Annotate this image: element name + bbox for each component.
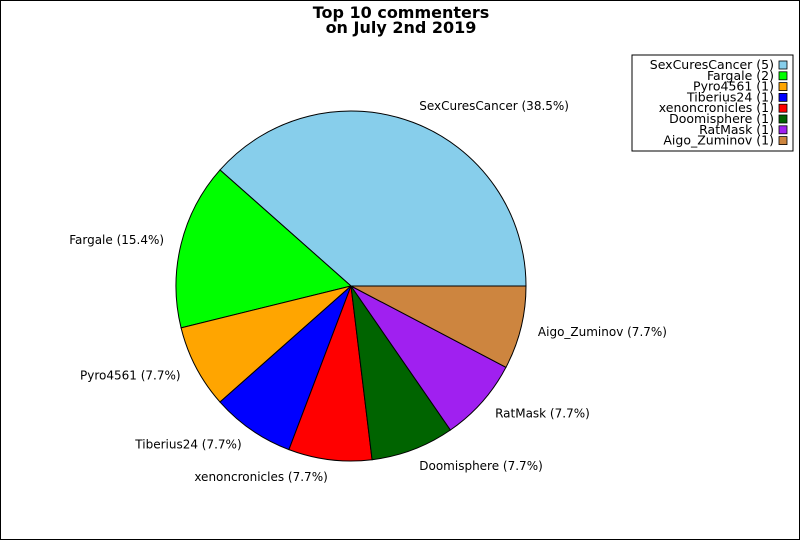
slice-label-tiberius24: Tiberius24 (7.7%) [134,437,241,451]
legend-swatch-ratmask [778,125,788,135]
pie-slice-sexcurescancer [219,110,527,287]
slice-label-aigo-zuminov: Aigo_Zuminov (7.7%) [538,325,667,339]
legend-label-aigo-zuminov: Aigo_Zuminov (1) [663,133,774,148]
legend-swatch-aigo-zuminov [778,136,788,146]
legend-box [631,54,794,152]
slice-label-xenoncronicles: xenoncronicles (7.7%) [194,470,327,484]
slice-label-fargale: Fargale (15.4%) [69,233,164,247]
slice-labels: SexCuresCancer (38.5%) Fargale (15.4%) Pyr… [69,99,667,484]
pie-slice-aigo-zuminov [350,285,527,369]
legend-label-pyro4561: Pyro4561 (1) [693,79,774,94]
legend-swatch-sexcurescancer [778,60,788,70]
chart-title-line-2: on July 2nd 2019 [326,18,477,37]
chart-title-line-1: Top 10 commenters [313,3,490,22]
legend-swatch-xenoncronicles [778,103,788,113]
legend-label-sexcurescancer: SexCuresCancer (5) [650,57,774,72]
legend-label-xenoncronicles: xenoncronicles (1) [659,100,774,115]
pie-slices [175,110,527,462]
legend-label-tiberius24: Tiberius24 (1) [686,89,774,104]
legend-swatch-tiberius24 [778,93,788,102]
slice-label-sexcurescancer: SexCuresCancer (38.5%) [419,99,569,113]
legend-label-ratmask: RatMask (1) [699,122,774,137]
legend: SexCuresCancer (5)Fargale (2)Pyro4561 (1… [631,54,794,152]
slice-label-doomisphere: Doomisphere (7.7%) [419,459,543,473]
pie-slice-fargale [175,169,353,329]
slice-label-pyro4561: Pyro4561 (7.7%) [80,368,181,382]
legend-label-doomisphere: Doomisphere (1) [669,111,774,126]
slice-label-ratmask: RatMask (7.7%) [495,407,590,421]
legend-swatch-pyro4561 [778,82,788,91]
legend-swatch-fargale [778,71,788,81]
legend-swatch-doomisphere [778,114,788,124]
legend-label-fargale: Fargale (2) [707,68,774,83]
